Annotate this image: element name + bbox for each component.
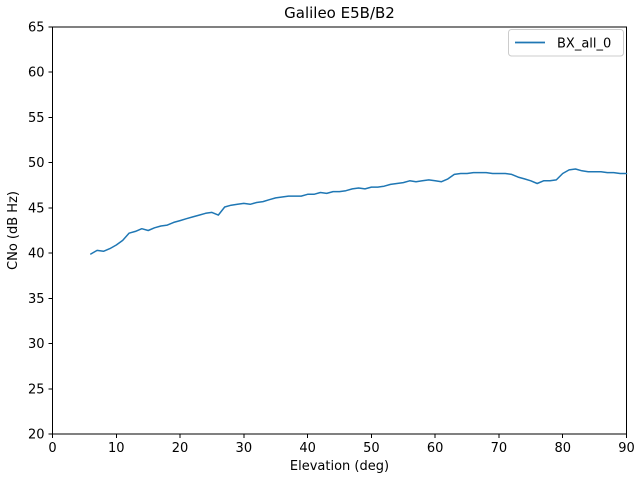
x-tick-label: 40 (299, 441, 316, 456)
x-tick-label: 60 (427, 441, 444, 456)
y-tick-label: 35 (28, 292, 45, 307)
plot-area-frame (52, 26, 627, 435)
y-tick-label: 60 (28, 66, 45, 81)
x-tick-label: 50 (363, 441, 380, 456)
y-tick-label: 25 (28, 382, 45, 397)
legend: BX_all_0 (508, 29, 624, 57)
y-tick-label: 65 (28, 21, 45, 36)
legend-label: BX_all_0 (557, 37, 611, 52)
x-axis-ticks: 0 10 20 30 40 50 60 70 80 90 (48, 434, 635, 456)
y-tick-label: 40 (28, 247, 45, 262)
x-tick-label: 80 (554, 441, 571, 456)
x-tick-label: 90 (618, 441, 635, 456)
x-tick-label: 10 (108, 441, 125, 456)
x-tick-label: 30 (236, 441, 253, 456)
y-axis-label: CNo (dB Hz) (6, 191, 21, 270)
legend-box (508, 29, 624, 57)
x-tick-label: 20 (172, 441, 189, 456)
y-tick-label: 30 (28, 337, 45, 352)
y-tick-label: 45 (28, 201, 45, 216)
x-axis-label: Elevation (deg) (290, 459, 389, 474)
y-tick-label: 50 (28, 156, 45, 171)
y-axis-ticks: 20 25 30 35 40 45 50 55 60 65 (28, 21, 53, 443)
series-line-bx-all-0 (90, 168, 628, 255)
y-tick-label: 20 (28, 428, 45, 443)
x-tick-label: 0 (48, 441, 56, 456)
chart-title: Galileo E5B/B2 (284, 4, 395, 22)
x-tick-label: 70 (491, 441, 508, 456)
y-tick-label: 55 (28, 111, 45, 126)
